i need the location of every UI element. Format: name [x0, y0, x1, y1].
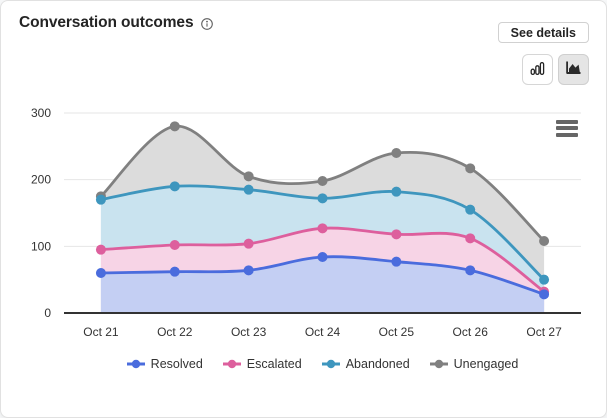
legend-label: Abandoned [345, 357, 410, 371]
y-axis-label: 200 [31, 173, 51, 187]
card-header: Conversation outcomes [19, 14, 214, 32]
column-chart-icon [529, 60, 546, 80]
point-resolved-oct-26[interactable] [465, 265, 476, 276]
y-axis-label: 300 [31, 106, 51, 120]
point-escalated-oct-25[interactable] [391, 229, 402, 240]
legend-marker-icon [126, 359, 145, 369]
legend-item-resolved[interactable]: Resolved [126, 357, 203, 371]
area-chart-toggle[interactable] [558, 54, 589, 85]
chart-menu-icon[interactable] [554, 117, 582, 139]
point-resolved-oct-21[interactable] [95, 268, 106, 278]
legend-item-unengaged[interactable]: Unengaged [429, 357, 519, 371]
x-axis-label: Oct 26 [453, 325, 489, 339]
point-unengaged-oct-26[interactable] [465, 163, 476, 174]
point-escalated-oct-21[interactable] [95, 244, 106, 255]
area-resolved [100, 256, 545, 313]
legend-item-abandoned[interactable]: Abandoned [321, 357, 410, 371]
legend-label: Resolved [150, 357, 203, 371]
chart-legend: Resolved Escalated Abandoned Unengaged [64, 357, 581, 371]
point-abandoned-oct-24[interactable] [317, 193, 328, 204]
legend-label: Escalated [246, 357, 302, 371]
point-abandoned-oct-21[interactable] [95, 194, 106, 205]
point-unengaged-oct-22[interactable] [169, 121, 180, 132]
point-escalated-oct-22[interactable] [169, 240, 180, 250]
area-chart-icon [565, 59, 583, 80]
point-escalated-oct-23[interactable] [243, 238, 254, 249]
chart-type-toggles [522, 54, 589, 85]
point-escalated-oct-24[interactable] [317, 223, 328, 234]
point-escalated-oct-26[interactable] [465, 233, 476, 244]
point-abandoned-oct-25[interactable] [391, 186, 402, 197]
point-resolved-oct-27[interactable] [539, 289, 550, 300]
point-resolved-oct-25[interactable] [391, 256, 402, 267]
x-axis-label: Oct 24 [305, 325, 341, 339]
y-axis-label: 0 [44, 306, 51, 320]
point-resolved-oct-24[interactable] [317, 252, 328, 262]
column-chart-toggle[interactable] [522, 54, 553, 85]
point-unengaged-oct-23[interactable] [243, 171, 254, 182]
legend-item-escalated[interactable]: Escalated [222, 357, 302, 371]
point-resolved-oct-22[interactable] [169, 266, 180, 277]
see-details-button[interactable]: See details [497, 22, 589, 43]
point-unengaged-oct-25[interactable] [391, 148, 402, 158]
point-resolved-oct-23[interactable] [243, 265, 254, 276]
chart-canvas: 0 100 200 300 Oct 21 Oct 22 Oct 23 Oct 24 Oct 25… [31, 106, 581, 339]
legend-marker-icon [321, 359, 340, 369]
legend-marker-icon [429, 359, 448, 369]
x-axis-label: Oct 23 [231, 325, 267, 339]
point-abandoned-oct-27[interactable] [539, 274, 550, 285]
x-axis-label: Oct 21 [83, 325, 119, 339]
point-unengaged-oct-27[interactable] [539, 236, 550, 246]
x-axis-label: Oct 27 [526, 325, 562, 339]
x-axis-label: Oct 25 [379, 325, 415, 339]
page-title: Conversation outcomes [19, 14, 194, 31]
point-unengaged-oct-24[interactable] [317, 176, 328, 186]
legend-label: Unengaged [453, 357, 519, 371]
point-abandoned-oct-22[interactable] [169, 181, 180, 192]
x-axis-label: Oct 22 [157, 325, 193, 339]
legend-marker-icon [222, 359, 241, 369]
info-icon[interactable] [200, 17, 214, 31]
point-abandoned-oct-26[interactable] [465, 204, 476, 215]
point-abandoned-oct-23[interactable] [243, 184, 254, 195]
y-axis-label: 100 [31, 239, 51, 253]
